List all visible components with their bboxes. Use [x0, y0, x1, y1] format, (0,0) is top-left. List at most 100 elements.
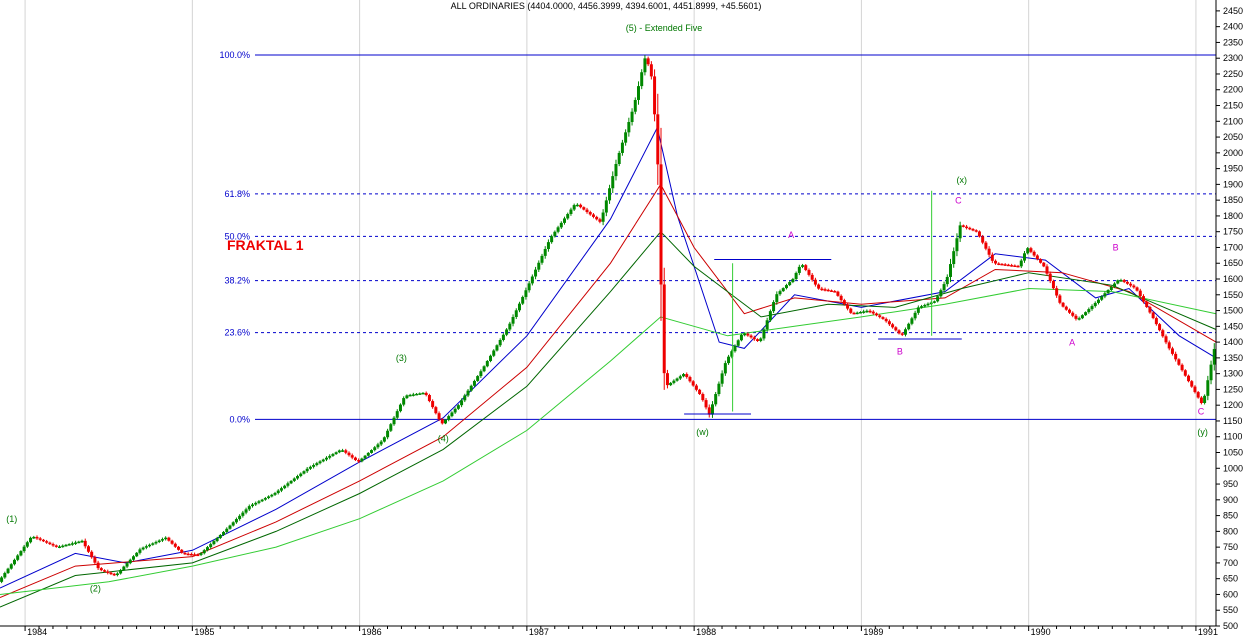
y-tick-label: 1350: [1223, 353, 1243, 363]
price-bar-body: [83, 540, 87, 547]
price-bar-body: [826, 289, 830, 292]
price-bar-body: [688, 377, 692, 382]
price-bar-body: [283, 485, 287, 489]
y-tick-label: 2300: [1223, 53, 1243, 63]
price-bar-body: [1209, 364, 1213, 381]
price-bar-body: [1103, 293, 1107, 297]
price-bar-body: [788, 282, 792, 286]
price-bar-body: [852, 312, 856, 315]
price-bar-body: [1125, 281, 1129, 284]
price-bar-body: [772, 302, 776, 312]
y-tick-label: 1750: [1223, 227, 1243, 237]
price-bar-body: [212, 541, 216, 545]
price-bar-body: [238, 515, 242, 520]
price-bar-body: [1135, 287, 1139, 291]
price-bar-body: [148, 544, 152, 547]
price-bar-body: [1151, 312, 1155, 319]
price-bar-body: [804, 265, 808, 271]
price-bar-body: [376, 444, 380, 448]
price-bar-body: [77, 541, 81, 544]
price-bar-body: [669, 382, 673, 386]
price-bar-body: [485, 361, 489, 367]
price-bar-body: [51, 544, 55, 546]
price-bar-body: [434, 407, 438, 414]
price-bar-body: [707, 407, 711, 415]
price-bar-body: [321, 459, 325, 462]
price-bar-body: [456, 405, 460, 409]
fib-level-label: 100.0%: [219, 50, 250, 60]
price-bar-body: [427, 394, 431, 402]
price-bar-body: [643, 58, 647, 73]
price-bar-body: [572, 205, 576, 210]
fib-level-label: 50.0%: [224, 231, 250, 241]
price-bar-body: [601, 212, 605, 222]
y-tick-label: 1150: [1223, 416, 1242, 426]
price-bar-body: [144, 546, 148, 548]
price-bar-body: [360, 458, 364, 462]
price-bar-body: [633, 99, 637, 112]
price-bar-body: [363, 455, 367, 459]
price-bar-body: [29, 537, 33, 543]
price-bar-body: [1013, 265, 1017, 268]
price-bar-body: [337, 450, 341, 453]
y-tick-label: 550: [1223, 605, 1238, 615]
price-bar-body: [710, 404, 714, 415]
wave-label: A: [1069, 337, 1075, 347]
price-bar-body: [981, 236, 985, 243]
price-bar-body: [550, 236, 554, 243]
price-bar-body: [961, 225, 965, 227]
price-bar-body: [1164, 336, 1168, 343]
y-tick-label: 700: [1223, 558, 1238, 568]
price-bar-body: [1206, 380, 1210, 396]
price-bar-body: [784, 285, 788, 289]
price-bar-body: [58, 546, 62, 548]
price-bar-body: [1177, 359, 1181, 365]
price-bar-body: [1100, 296, 1104, 300]
price-bar-body: [12, 559, 16, 565]
price-bar-body: [1190, 381, 1194, 387]
price-bar-body: [308, 466, 312, 469]
x-tick-label: 1988: [696, 627, 716, 636]
price-bar-body: [514, 310, 518, 317]
price-bar-body: [1071, 312, 1075, 316]
price-bar-body: [620, 142, 624, 153]
x-tick-label: 1985: [194, 627, 214, 636]
price-bar-body: [546, 242, 550, 250]
price-bar-body: [952, 251, 956, 265]
price-bar-body: [344, 450, 348, 453]
price-bar-body: [16, 555, 20, 560]
price-bar-body: [193, 554, 197, 556]
price-bar-body: [971, 229, 975, 231]
price-bar-body: [1119, 280, 1123, 282]
price-bar-body: [678, 376, 682, 379]
price-bar-body: [517, 303, 521, 311]
price-bar-body: [315, 463, 319, 466]
price-bar-body: [67, 544, 71, 546]
price-bar-body: [1096, 299, 1100, 303]
price-bar-body: [714, 394, 718, 405]
price-bar-body: [421, 392, 425, 395]
price-bar-body: [183, 552, 187, 555]
price-bar-body: [386, 430, 390, 438]
price-bar-body: [463, 395, 467, 401]
price-bar-body: [273, 493, 277, 495]
price-bar-body: [257, 501, 261, 503]
price-bar-body: [1016, 265, 1020, 268]
price-bar-body: [752, 337, 756, 340]
fraktal-annotation: FRAKTAL 1: [227, 237, 304, 253]
price-bar-body: [154, 541, 158, 544]
price-bar-body: [160, 539, 164, 541]
price-bar-body: [3, 573, 7, 578]
price-bar-body: [630, 111, 634, 123]
price-bar-body: [846, 304, 850, 309]
price-bar-body: [234, 519, 238, 523]
price-bar-body: [627, 122, 631, 133]
price-bar-body: [1058, 295, 1062, 303]
price-bar-body: [205, 547, 209, 551]
x-tick-label: 1987: [529, 627, 549, 636]
wave-label: A: [788, 230, 794, 240]
y-tick-label: 600: [1223, 589, 1238, 599]
price-bar-body: [575, 204, 579, 207]
price-bar-body: [296, 476, 300, 479]
